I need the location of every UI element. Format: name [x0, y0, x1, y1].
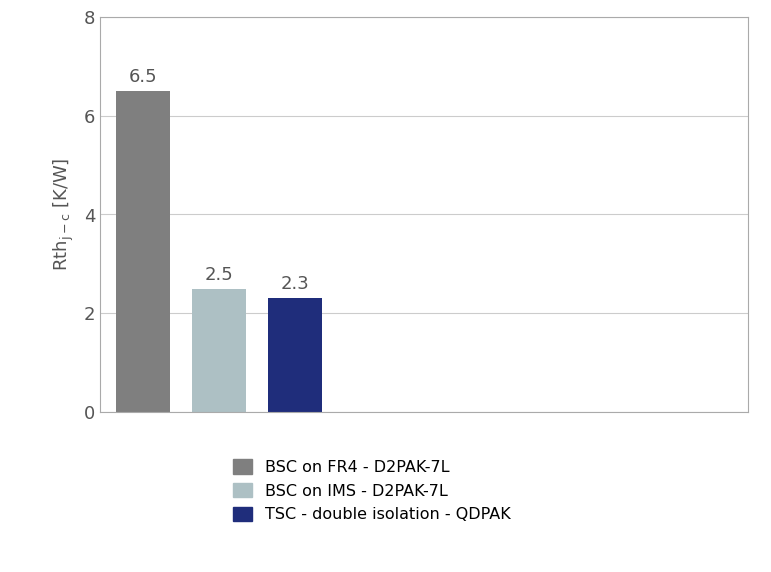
Bar [192, 288, 246, 412]
Legend: BSC on FR4 - D2PAK-7L, BSC on IMS - D2PAK-7L, TSC - double isolation - QDPAK: BSC on FR4 - D2PAK-7L, BSC on IMS - D2PA… [225, 451, 518, 530]
Y-axis label: Rth$_\mathregular{j-c}$ [K/W]: Rth$_\mathregular{j-c}$ [K/W] [52, 158, 76, 271]
Text: 2.5: 2.5 [204, 265, 234, 284]
Bar [116, 91, 170, 412]
Text: 2.3: 2.3 [280, 276, 309, 293]
Bar [268, 299, 322, 412]
Text: 6.5: 6.5 [129, 68, 158, 86]
